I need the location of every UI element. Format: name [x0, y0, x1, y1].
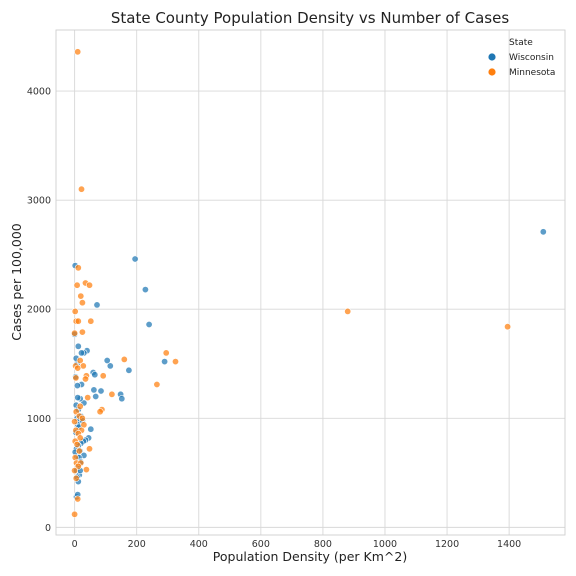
- data-points: [71, 48, 547, 518]
- y-tick-label: 4000: [27, 87, 51, 98]
- x-axis-label: Population Density (per Km^2): [213, 549, 407, 564]
- data-point-minnesota: [96, 408, 104, 416]
- grid: [56, 30, 565, 535]
- y-tick-label: 2000: [27, 305, 51, 316]
- x-tick-label: 1000: [373, 539, 397, 550]
- series-wisconsin: [71, 228, 547, 501]
- data-point-minnesota: [73, 281, 81, 289]
- x-tick-label: 400: [190, 539, 208, 550]
- x-tick-label: 600: [252, 539, 270, 550]
- data-point-wisconsin: [125, 366, 133, 374]
- data-point-wisconsin: [161, 358, 169, 366]
- data-point-wisconsin: [78, 349, 86, 357]
- data-point-minnesota: [87, 317, 95, 325]
- data-point-minnesota: [78, 328, 86, 336]
- data-point-minnesota: [71, 307, 79, 315]
- data-point-minnesota: [72, 374, 80, 382]
- legend: State Wisconsin Minnesota: [488, 38, 555, 78]
- data-point-minnesota: [74, 317, 82, 325]
- data-point-wisconsin: [73, 382, 81, 390]
- data-point-minnesota: [99, 372, 107, 380]
- x-tick-label: 1400: [497, 539, 521, 550]
- data-point-minnesota: [72, 474, 80, 482]
- data-point-wisconsin: [131, 255, 139, 263]
- legend-label-wisconsin: Wisconsin: [509, 53, 554, 63]
- data-point-minnesota: [74, 48, 82, 56]
- data-point-minnesota: [77, 292, 85, 300]
- chart-title: State County Population Density vs Numbe…: [111, 9, 509, 27]
- data-point-minnesota: [82, 375, 90, 383]
- data-point-minnesota: [84, 394, 92, 402]
- x-tick-label: 0: [72, 539, 78, 550]
- data-point-minnesota: [76, 356, 84, 364]
- data-point-minnesota: [108, 390, 116, 398]
- data-point-minnesota: [86, 281, 94, 289]
- legend-label-minnesota: Minnesota: [509, 68, 555, 78]
- data-point-minnesota: [71, 418, 79, 426]
- data-point-minnesota: [74, 495, 82, 503]
- data-point-minnesota: [78, 414, 86, 422]
- data-point-minnesota: [82, 466, 90, 474]
- y-tick-label: 1000: [27, 414, 51, 425]
- y-axis-ticks: 0 1000 2000 3000 4000: [27, 87, 51, 534]
- data-point-wisconsin: [74, 342, 82, 350]
- data-point-wisconsin: [93, 301, 101, 309]
- legend-title: State: [509, 38, 533, 48]
- data-point-wisconsin: [539, 228, 547, 236]
- data-point-wisconsin: [91, 371, 99, 379]
- y-tick-label: 3000: [27, 196, 51, 207]
- data-point-wisconsin: [90, 386, 98, 394]
- data-point-minnesota: [76, 434, 84, 442]
- legend-marker-wisconsin: [488, 53, 496, 61]
- legend-marker-minnesota: [488, 68, 496, 76]
- data-point-wisconsin: [103, 356, 111, 364]
- data-point-minnesota: [153, 380, 161, 388]
- x-tick-label: 800: [314, 539, 332, 550]
- data-point-minnesota: [71, 467, 79, 475]
- data-point-wisconsin: [141, 286, 149, 294]
- y-tick-label: 0: [45, 523, 51, 534]
- data-point-minnesota: [74, 264, 82, 272]
- data-point-minnesota: [162, 349, 170, 357]
- x-tick-label: 200: [128, 539, 146, 550]
- data-point-minnesota: [78, 299, 86, 307]
- data-point-minnesota: [86, 445, 94, 453]
- x-tick-label: 1200: [435, 539, 459, 550]
- data-point-minnesota: [344, 307, 352, 315]
- data-point-minnesota: [71, 510, 79, 518]
- data-point-minnesota: [76, 402, 84, 410]
- data-point-minnesota: [504, 323, 512, 331]
- data-point-wisconsin: [118, 395, 126, 403]
- series-minnesota: [71, 48, 512, 518]
- data-point-wisconsin: [87, 425, 95, 433]
- plot-frame: [55, 29, 566, 536]
- data-point-wisconsin: [97, 387, 105, 395]
- data-point-minnesota: [75, 447, 83, 455]
- y-axis-label: Cases per 100,000: [9, 223, 24, 341]
- data-point-wisconsin: [92, 392, 100, 400]
- data-point-minnesota: [71, 329, 79, 337]
- data-point-minnesota: [73, 440, 81, 448]
- data-point-minnesota: [120, 355, 128, 363]
- data-point-wisconsin: [106, 362, 114, 370]
- data-point-minnesota: [172, 358, 180, 366]
- data-point-wisconsin: [74, 394, 82, 402]
- data-point-minnesota: [74, 364, 82, 372]
- data-point-minnesota: [78, 185, 86, 193]
- x-axis-ticks: 0 200 400 600 800 1000 1200 1400: [72, 539, 522, 550]
- data-point-wisconsin: [145, 320, 153, 328]
